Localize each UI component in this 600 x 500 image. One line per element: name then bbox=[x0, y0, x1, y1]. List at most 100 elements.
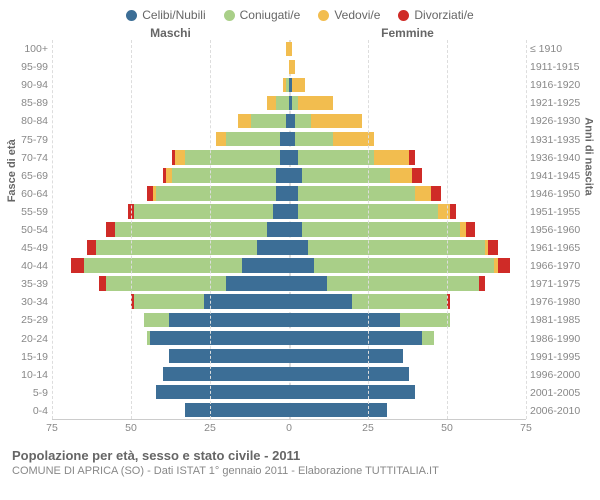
bar-segment bbox=[226, 276, 289, 290]
bar-segment bbox=[204, 294, 289, 308]
bar-segment bbox=[242, 258, 289, 272]
birth-tick: 1991-1995 bbox=[526, 348, 588, 366]
bar-segment bbox=[295, 114, 311, 128]
bar-segment bbox=[251, 114, 286, 128]
bar-segment bbox=[280, 132, 289, 146]
bar-segment bbox=[169, 313, 289, 327]
bar-segment bbox=[87, 240, 96, 254]
birth-tick: 1976-1980 bbox=[526, 293, 588, 311]
age-tick: 70-74 bbox=[12, 149, 52, 167]
legend: Celibi/NubiliConiugati/eVedovi/eDivorzia… bbox=[12, 8, 588, 22]
bar-segment bbox=[267, 96, 276, 110]
age-tick: 75-79 bbox=[12, 130, 52, 148]
bar-segment bbox=[134, 294, 204, 308]
bar-segment bbox=[289, 313, 400, 327]
pyramid-row bbox=[52, 58, 526, 76]
age-tick: 65-69 bbox=[12, 167, 52, 185]
pyramid-row bbox=[52, 94, 526, 112]
bar-segment bbox=[298, 150, 374, 164]
age-tick: 45-49 bbox=[12, 239, 52, 257]
bar-segment bbox=[409, 150, 415, 164]
age-tick: 0-4 bbox=[12, 402, 52, 420]
titles: Popolazione per età, sesso e stato civil… bbox=[12, 448, 588, 477]
birth-tick: 2006-2010 bbox=[526, 402, 588, 420]
legend-item: Coniugati/e bbox=[224, 8, 301, 22]
legend-item: Vedovi/e bbox=[318, 8, 380, 22]
bar-segment bbox=[289, 168, 302, 182]
legend-label: Divorziati/e bbox=[414, 8, 473, 22]
chart-container: Celibi/NubiliConiugati/eVedovi/eDivorzia… bbox=[0, 0, 600, 500]
x-tick: 0 bbox=[286, 422, 292, 434]
bar-segment bbox=[185, 403, 289, 417]
age-tick: 50-54 bbox=[12, 221, 52, 239]
bar-segment bbox=[289, 204, 298, 218]
legend-label: Vedovi/e bbox=[334, 8, 380, 22]
grid-line bbox=[526, 40, 527, 419]
female-label: Femmine bbox=[289, 26, 526, 40]
bar-segment bbox=[374, 150, 409, 164]
birth-tick: 1916-1920 bbox=[526, 76, 588, 94]
birth-tick: 1911-1915 bbox=[526, 58, 588, 76]
grid-line bbox=[131, 40, 132, 419]
age-tick: 10-14 bbox=[12, 366, 52, 384]
bar-segment bbox=[352, 294, 447, 308]
bar-segment bbox=[289, 403, 387, 417]
legend-swatch bbox=[398, 10, 409, 21]
bar-segment bbox=[289, 222, 302, 236]
bar-segment bbox=[106, 222, 115, 236]
pyramid-row bbox=[52, 112, 526, 130]
bar-segment bbox=[185, 150, 280, 164]
chart-body: Fasce di età 100+95-9990-9485-8980-8475-… bbox=[12, 40, 588, 420]
legend-swatch bbox=[318, 10, 329, 21]
bar-segment bbox=[311, 114, 362, 128]
bar-segment bbox=[172, 168, 276, 182]
male-label: Maschi bbox=[52, 26, 289, 40]
bar-segment bbox=[302, 222, 460, 236]
birth-tick: 1926-1930 bbox=[526, 112, 588, 130]
bar-segment bbox=[292, 78, 305, 92]
y-axis-birth: ≤ 19101911-19151916-19201921-19251926-19… bbox=[526, 40, 588, 420]
plot-area bbox=[52, 40, 526, 420]
age-tick: 35-39 bbox=[12, 275, 52, 293]
birth-tick: 1961-1965 bbox=[526, 239, 588, 257]
bar-segment bbox=[115, 222, 267, 236]
birth-tick: 1981-1985 bbox=[526, 311, 588, 329]
age-tick: 90-94 bbox=[12, 76, 52, 94]
pyramid-row bbox=[52, 329, 526, 347]
bar-segment bbox=[415, 186, 431, 200]
bar-segment bbox=[431, 186, 440, 200]
legend-swatch bbox=[126, 10, 137, 21]
bar-segment bbox=[276, 96, 289, 110]
bar-segment bbox=[488, 240, 497, 254]
bar-segment bbox=[498, 258, 511, 272]
bar-segment bbox=[289, 385, 415, 399]
y-axis-left-title: Fasce di età bbox=[6, 139, 18, 202]
bar-segment bbox=[106, 276, 226, 290]
bar-segment bbox=[257, 240, 289, 254]
bar-segment bbox=[156, 385, 289, 399]
pyramid-row bbox=[52, 184, 526, 202]
bar-segment bbox=[314, 258, 494, 272]
grid-line bbox=[210, 40, 211, 419]
x-tick: 25 bbox=[204, 422, 216, 434]
pyramid-row bbox=[52, 383, 526, 401]
bar-segment bbox=[327, 276, 479, 290]
bar-segment bbox=[96, 240, 257, 254]
pyramid-row bbox=[52, 275, 526, 293]
birth-tick: 1946-1950 bbox=[526, 185, 588, 203]
birth-tick: 1931-1935 bbox=[526, 130, 588, 148]
bar-segment bbox=[466, 222, 475, 236]
bar-segment bbox=[289, 331, 422, 345]
pyramid-row bbox=[52, 202, 526, 220]
legend-item: Divorziati/e bbox=[398, 8, 473, 22]
age-tick: 95-99 bbox=[12, 58, 52, 76]
birth-tick: 1921-1925 bbox=[526, 94, 588, 112]
bar-segment bbox=[273, 204, 289, 218]
x-tick: 75 bbox=[520, 422, 532, 434]
age-tick: 20-24 bbox=[12, 330, 52, 348]
legend-swatch bbox=[224, 10, 235, 21]
bar-segment bbox=[450, 204, 456, 218]
pyramid-row bbox=[52, 130, 526, 148]
age-tick: 80-84 bbox=[12, 112, 52, 130]
y-axis-age: 100+95-9990-9485-8980-8475-7970-7465-696… bbox=[12, 40, 52, 420]
